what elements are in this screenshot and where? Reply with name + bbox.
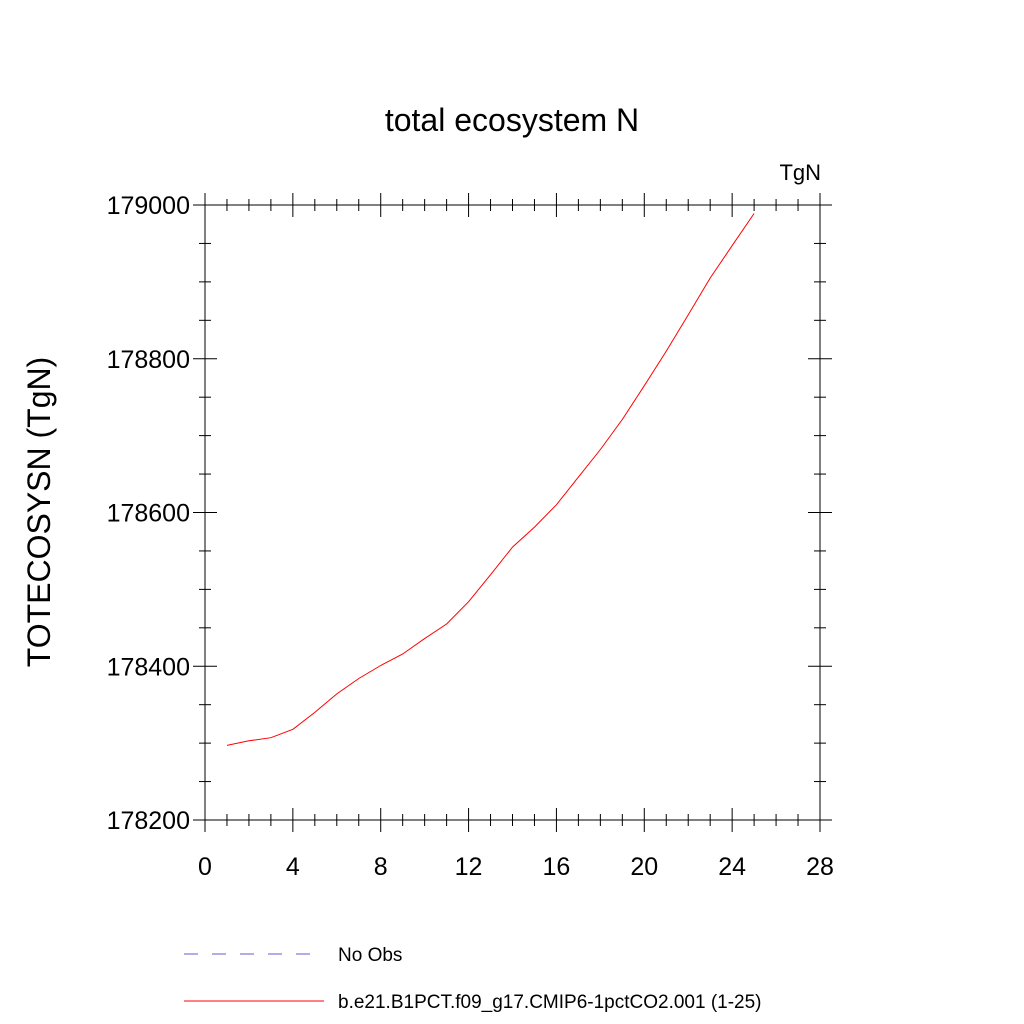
y-tick-labels: 178200 178400 178600 178800 179000 (107, 192, 190, 835)
x-tick-label: 8 (374, 853, 388, 881)
series-lines (226, 213, 755, 746)
x-tick-labels: 0 4 8 12 16 20 24 28 (198, 853, 834, 881)
y-axis-label: TOTECOSYSN (TgN) (21, 357, 57, 668)
legend-label-model-run: b.e21.B1PCT.f09_g17.CMIP6-1pctCO2.001 (1… (338, 992, 762, 1013)
plot-frame (204, 204, 821, 821)
x-tick-label: 24 (718, 853, 746, 881)
legend: No Obs b.e21.B1PCT.f09_g17.CMIP6-1pctCO2… (184, 945, 762, 1013)
x-tick-label: 16 (543, 853, 571, 881)
y-tick-label: 178200 (107, 807, 190, 835)
x-tick-label: 0 (198, 853, 212, 881)
chart-title: total ecosystem N (385, 102, 639, 138)
axis-ticks (193, 193, 832, 832)
series-line-0 (226, 213, 755, 746)
x-tick-label: 28 (806, 853, 834, 881)
x-tick-label: 4 (286, 853, 300, 881)
y-tick-label: 178400 (107, 653, 190, 681)
units-label: TgN (779, 160, 821, 185)
x-tick-label: 12 (455, 853, 483, 881)
y-tick-label: 178800 (107, 346, 190, 374)
y-tick-label: 179000 (107, 192, 190, 220)
x-tick-label: 20 (630, 853, 658, 881)
legend-label-no-obs: No Obs (338, 945, 402, 966)
y-tick-label: 178600 (107, 500, 190, 528)
